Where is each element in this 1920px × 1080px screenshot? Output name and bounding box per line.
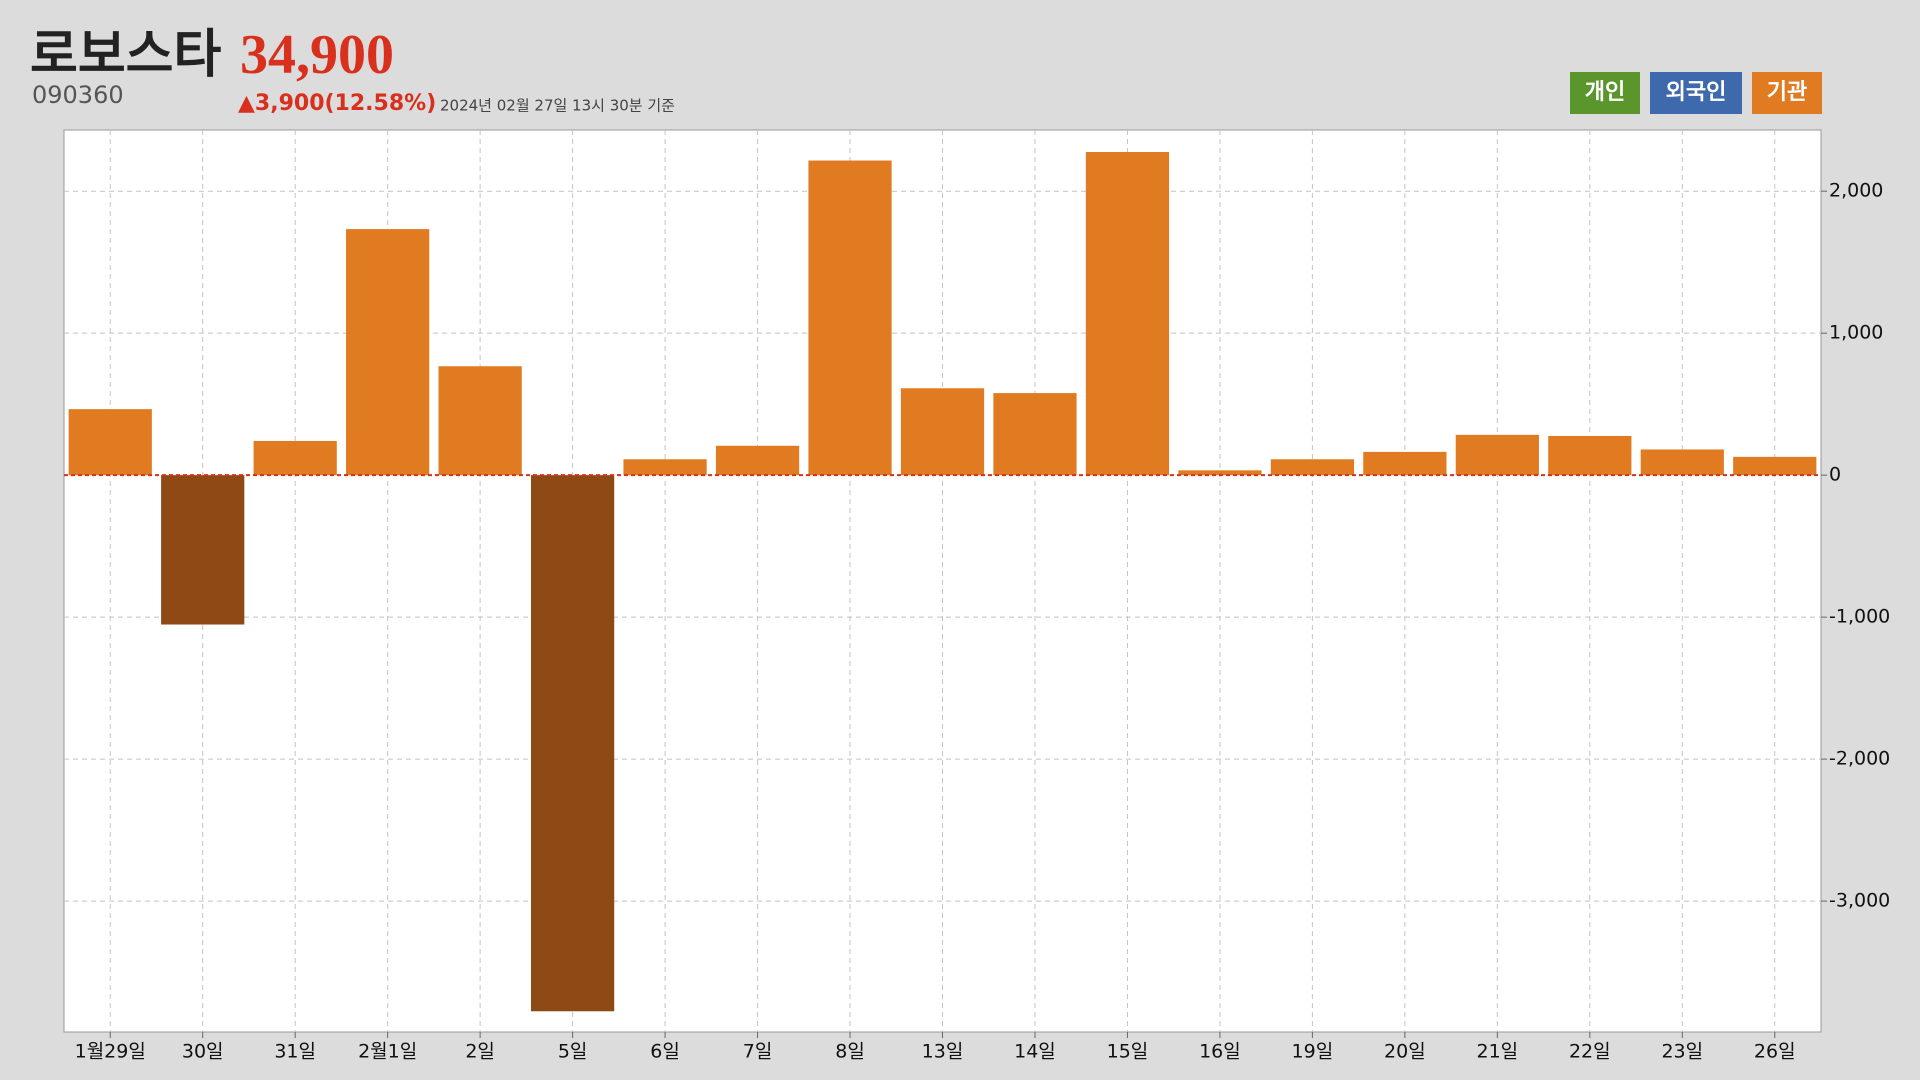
timestamp: 2024년 02월 27일 13시 30분 기준	[440, 97, 675, 115]
y-tick-label: -1,000	[1829, 606, 1890, 628]
x-tick-label: 15일	[1107, 1041, 1149, 1063]
bar	[68, 409, 152, 476]
x-tick-label: 5일	[558, 1041, 588, 1063]
bar	[530, 475, 615, 1012]
y-tick-label: 0	[1829, 464, 1841, 486]
bar	[1363, 451, 1447, 476]
bar	[1455, 434, 1539, 476]
x-tick-label: 20일	[1384, 1041, 1426, 1063]
bar	[161, 475, 245, 625]
x-tick-label: 22일	[1569, 1041, 1611, 1063]
x-tick-label: 26일	[1754, 1041, 1796, 1063]
legend-label: 기관	[1767, 80, 1807, 105]
bar	[1548, 435, 1632, 476]
x-tick-label: 21일	[1477, 1041, 1519, 1063]
stock-name: 로보스타	[30, 25, 222, 85]
bar	[993, 393, 1077, 476]
bar	[1178, 470, 1262, 476]
x-tick-label: 8일	[835, 1041, 865, 1063]
bar	[1085, 152, 1170, 476]
x-tick-label: 6일	[650, 1041, 680, 1063]
x-tick-label: 23일	[1661, 1041, 1703, 1063]
bar	[715, 445, 800, 476]
bar	[346, 229, 430, 476]
legend-swatch	[1752, 72, 1822, 114]
bar	[1733, 456, 1817, 476]
x-tick-label: 7일	[743, 1041, 773, 1063]
y-tick-label: -2,000	[1829, 748, 1890, 770]
x-tick-label: 13일	[922, 1041, 964, 1063]
legend-swatch	[1650, 72, 1742, 114]
x-tick-label: 2일	[465, 1041, 495, 1063]
legend-button[interactable]: 기관	[1752, 72, 1822, 114]
legend-label: 외국인	[1666, 80, 1727, 105]
bar	[900, 388, 985, 476]
bar	[1270, 459, 1355, 476]
y-tick-label: 1,000	[1829, 322, 1883, 344]
x-tick-label: 2월1일	[358, 1041, 417, 1063]
bar	[253, 440, 337, 476]
y-tick-label: 2,000	[1829, 180, 1883, 202]
x-tick-label: 16일	[1199, 1041, 1241, 1063]
stock-price: 34,900	[240, 24, 394, 86]
x-tick-label: 30일	[182, 1041, 224, 1063]
x-tick-label: 31일	[274, 1041, 316, 1063]
bar	[808, 160, 892, 476]
legend-swatch	[1570, 72, 1640, 114]
bar	[438, 366, 522, 476]
x-tick-label: 14일	[1014, 1041, 1056, 1063]
x-tick-label: 1월29일	[75, 1041, 146, 1063]
stock-code: 090360	[32, 81, 124, 109]
bar	[1640, 449, 1724, 476]
bar	[623, 459, 707, 476]
legend-button[interactable]: 외국인	[1650, 72, 1742, 114]
legend-button[interactable]: 개인	[1570, 72, 1640, 114]
x-tick-label: 19일	[1292, 1041, 1334, 1063]
price-change: ▲3,900(12.58%)	[238, 91, 436, 116]
y-tick-label: -3,000	[1829, 890, 1890, 912]
legend-label: 개인	[1585, 80, 1625, 105]
